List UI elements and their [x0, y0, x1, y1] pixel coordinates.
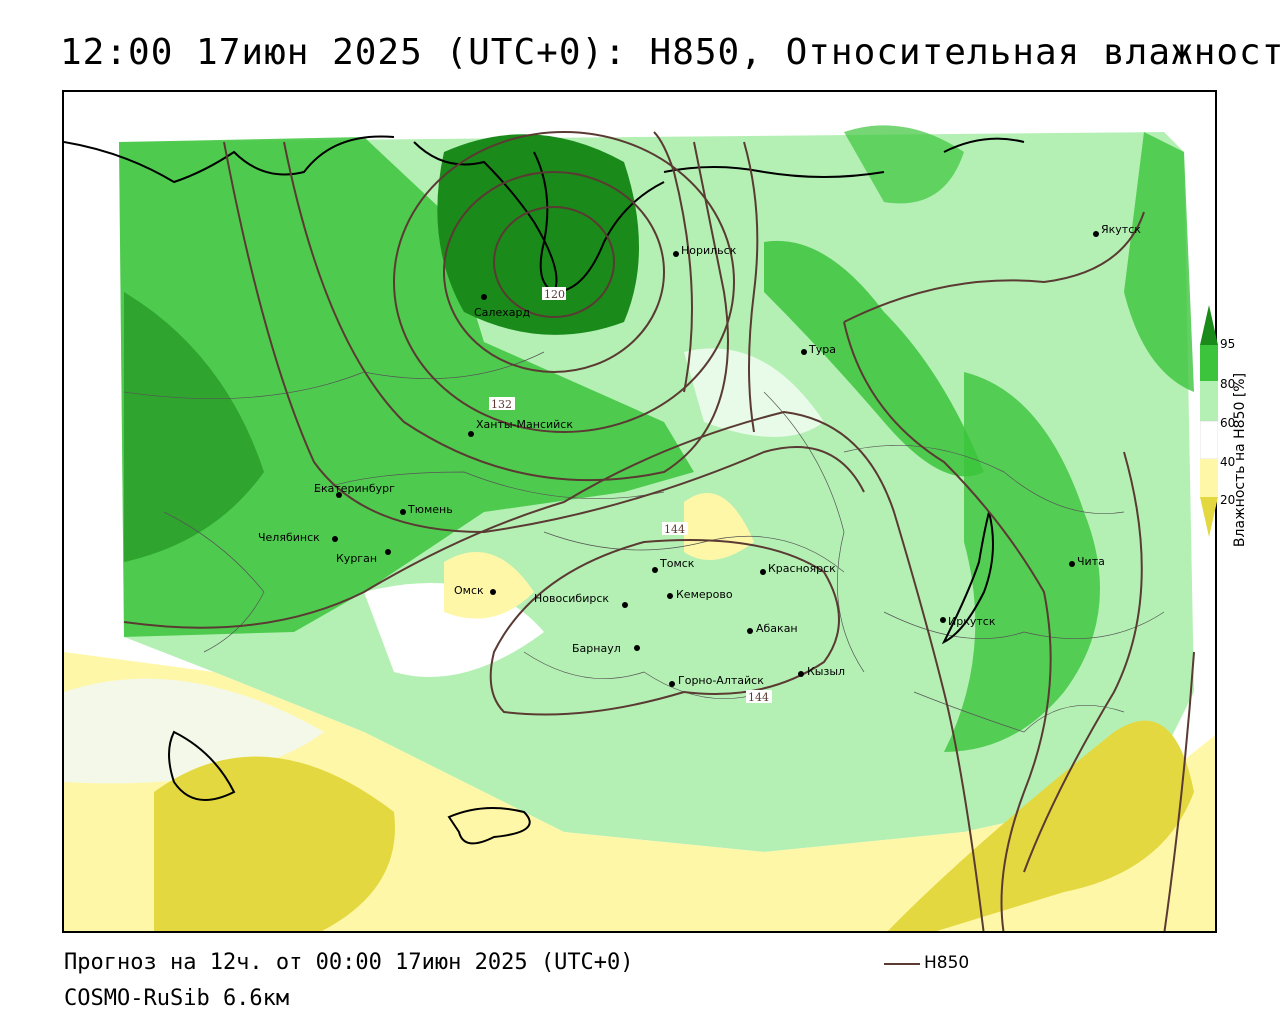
- city-label: Абакан: [756, 622, 798, 635]
- city-label: Кемерово: [676, 588, 733, 601]
- h850-legend-line: [884, 963, 920, 965]
- city-label: Томск: [659, 557, 695, 570]
- contour-label: 120: [544, 288, 565, 301]
- city-label: Новосибирск: [534, 592, 609, 605]
- colorbar-tick: 60: [1220, 416, 1236, 430]
- model-name: COSMO-RuSib 6.6км: [64, 986, 290, 1011]
- contour-label: 144: [748, 691, 769, 704]
- contour-label: 144: [664, 523, 685, 536]
- coastlines: [64, 135, 1025, 845]
- map-title: 12:00 17июн 2025 (UTC+0): H850, Относите…: [60, 32, 1280, 73]
- humidity-map: 120 132 144 144 Норильск Якутск Салехард…: [64, 125, 1215, 931]
- h850-contours: [123, 131, 1195, 931]
- city-label: Тура: [808, 343, 836, 356]
- contour-label: 132: [491, 398, 512, 411]
- forecast-info: Прогноз на 12ч. от 00:00 17июн 2025 (UTC…: [64, 950, 634, 975]
- city-label: Салехард: [474, 306, 530, 319]
- h850-legend-label: H850: [924, 953, 970, 973]
- colorbar-tick: 40: [1220, 455, 1236, 469]
- colorbar-tick: 20: [1220, 493, 1236, 507]
- city-label: Горно-Алтайск: [678, 674, 764, 687]
- colorbar-band-60: [1200, 420, 1218, 460]
- city-label: Якутск: [1101, 223, 1141, 236]
- colorbar-tick: 95: [1220, 337, 1236, 351]
- contour-labels: 120 132 144 144: [489, 287, 772, 704]
- city-label: Норильск: [681, 244, 737, 257]
- humidity-fields: [64, 125, 1215, 931]
- colorbar-band-95: [1200, 345, 1218, 381]
- city-label: Ханты-Мансийск: [476, 418, 573, 431]
- colorbar-tick: 80: [1220, 377, 1236, 391]
- colorbar-band-40: [1200, 459, 1218, 497]
- colorbar-title: Влажность на H850 [%]: [1232, 372, 1248, 548]
- region-borders: [123, 351, 1165, 733]
- city-label: Курган: [336, 552, 377, 565]
- humidity-colorbar: [1200, 305, 1218, 537]
- colorbar-bottom-arrow: [1200, 497, 1218, 537]
- city-label: Барнаул: [572, 642, 621, 655]
- city-label: Красноярск: [768, 562, 836, 575]
- colorbar-top-arrow: [1200, 305, 1218, 345]
- city-label: Екатеринбург: [314, 482, 395, 495]
- city-label: Чита: [1077, 555, 1105, 568]
- map-frame: 120 132 144 144 Норильск Якутск Салехард…: [62, 90, 1217, 933]
- city-label: Тюмень: [407, 503, 453, 516]
- cities: Норильск Якутск Салехард Тура Ханты-Манс…: [258, 223, 1141, 687]
- city-label: Иркутск: [948, 615, 996, 628]
- colorbar-band-80: [1200, 381, 1218, 421]
- city-label: Омск: [454, 584, 484, 597]
- city-label: Челябинск: [258, 531, 320, 544]
- city-label: Кызыл: [807, 665, 845, 678]
